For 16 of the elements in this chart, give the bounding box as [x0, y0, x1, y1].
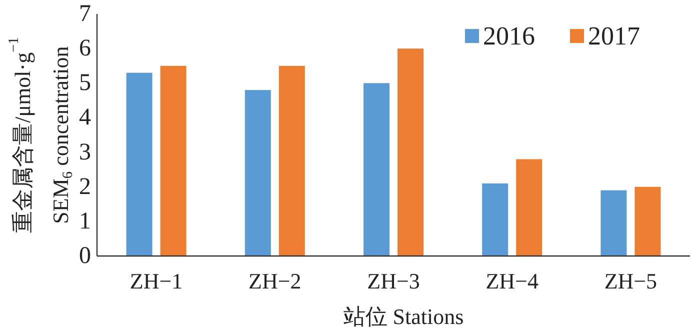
y-tick-label: 3: [79, 139, 91, 166]
y-tick-label: 5: [79, 70, 91, 96]
x-tick-label: ZH−5: [604, 268, 658, 294]
legend-label: 2017: [588, 22, 640, 50]
y-tick-label: 0: [79, 243, 91, 269]
x-tick-label: ZH−1: [130, 268, 183, 294]
y-tick-label: 6: [79, 36, 91, 62]
legend-label: 2016: [483, 22, 535, 50]
x-tick-label: ZH−2: [248, 268, 302, 294]
y-tick-label: 4: [79, 104, 91, 131]
y-tick-label: 1: [79, 208, 91, 234]
x-axis-title: 站位 Stations: [343, 304, 464, 328]
y-tick-label: 2: [79, 174, 91, 200]
x-tick-label: ZH−4: [486, 268, 538, 294]
y-tick-label: 7: [79, 1, 91, 27]
x-tick-label: ZH−3: [367, 268, 420, 294]
